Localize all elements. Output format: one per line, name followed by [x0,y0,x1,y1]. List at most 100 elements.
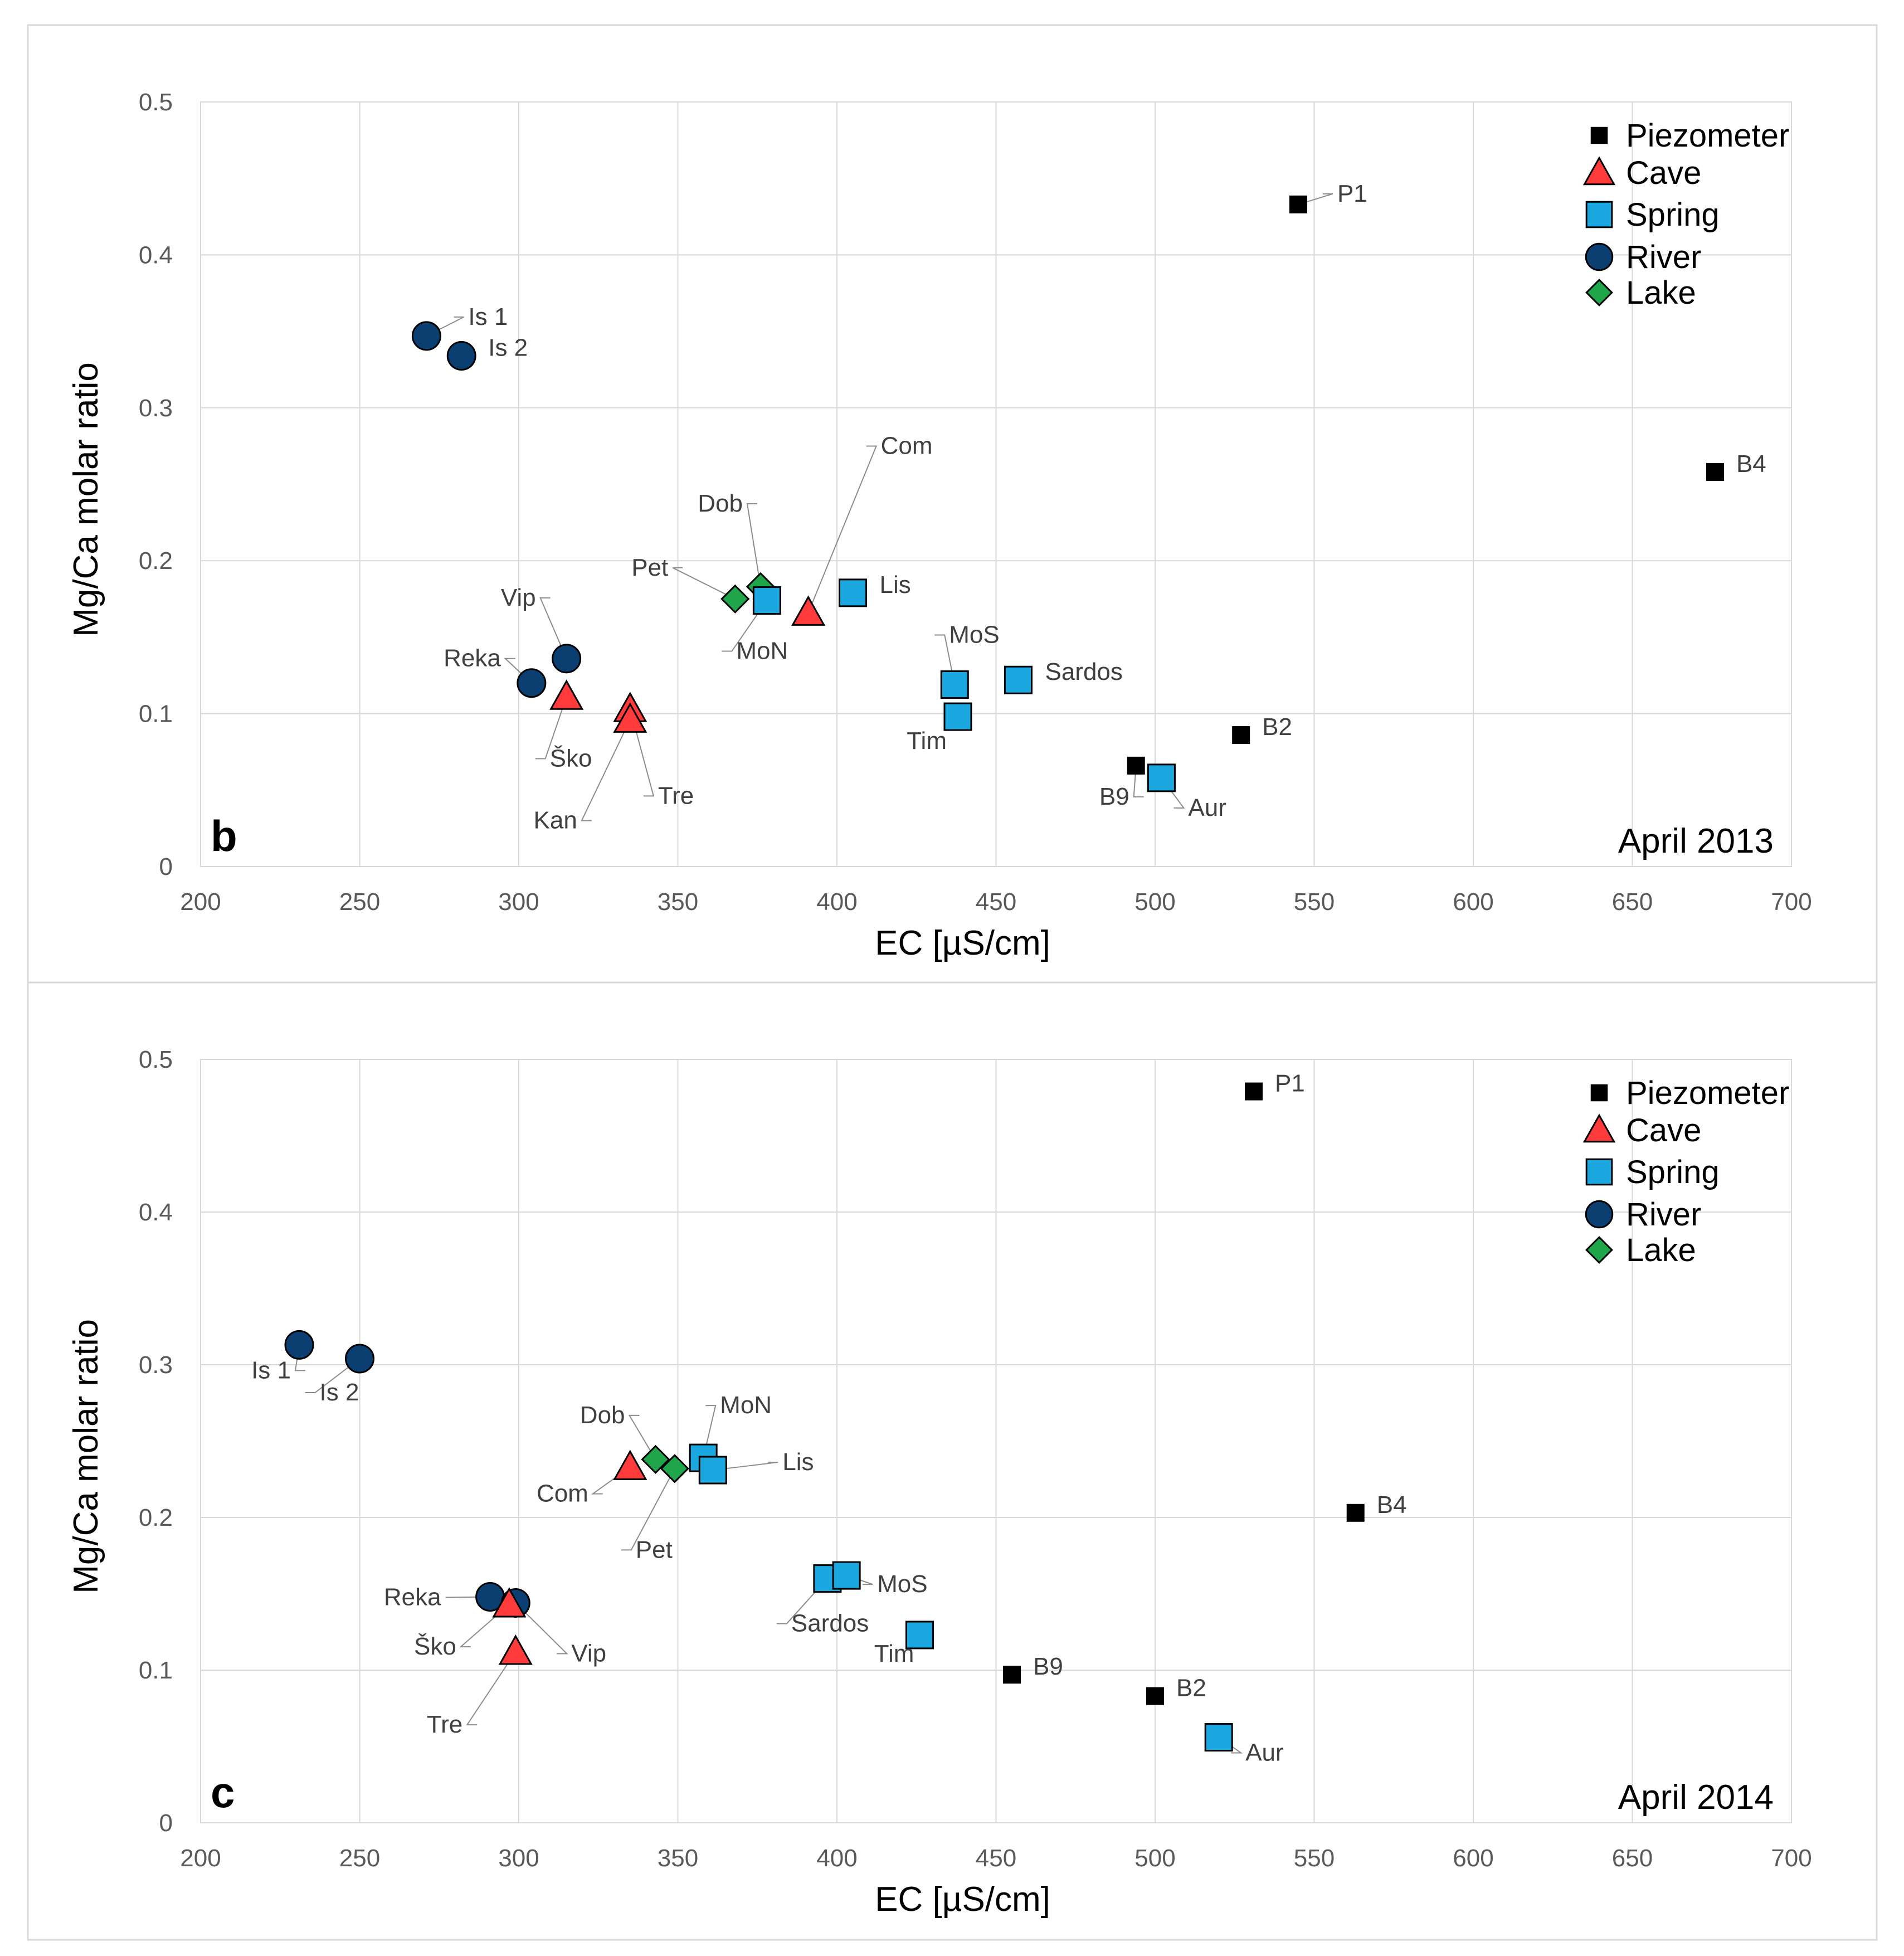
panel-letter: c [211,1768,235,1817]
panel-frame [27,981,1878,1941]
series-spring: MoN Lis Sardos MoS Tim Aur [689,1391,1284,1767]
x-tick-label: 500 [1134,1845,1175,1872]
legend-marker-river [1585,1200,1614,1229]
label-mon: MoN [736,638,788,665]
point-sko [492,1587,527,1618]
date-label: April 2014 [1618,1778,1774,1817]
label-p1: P1 [1275,1070,1305,1097]
legend-label: Lake [1626,275,1696,311]
y-axis-title: Mg/Ca molar ratio [67,362,105,637]
panel-c: 200 250 300 350 400 450 500 550 600 650 700 0 0.1 0.2… [27,981,1878,1941]
x-tick-label: 250 [339,888,380,916]
legend-item-piezometer: Piezometer [1590,118,1789,154]
point-reka [517,668,547,698]
label-reka: Reka [384,1583,441,1610]
point-mos [940,670,969,699]
leader-line [934,634,956,685]
point-b4 [1346,1504,1365,1522]
x-tick-label: 400 [816,888,857,916]
x-tick-label: 350 [658,888,698,916]
leader-line [1298,193,1333,205]
point-sko [549,679,584,710]
label-com: Com [537,1480,588,1507]
legend-item-river: River [1585,1196,1701,1233]
leader-line [466,1651,517,1726]
label-is-1: Is 1 [468,303,508,330]
leader-line [535,697,567,760]
x-tick-label: 650 [1612,888,1653,916]
legend-item-cave: Cave [1582,155,1701,191]
x-tick-label: 550 [1294,888,1335,916]
x-tick-label: 300 [498,888,539,916]
label-b2: B2 [1262,713,1292,741]
point-tim [943,702,972,731]
point-mon [752,586,781,615]
y-tick-label: 0.5 [139,89,173,116]
x-tick-label: 250 [339,1845,380,1872]
y-axis-title: Mg/Ca molar ratio [67,1319,105,1594]
point-tre [498,1634,533,1665]
y-tick-label: 0.4 [139,241,173,269]
label-b2: B2 [1176,1675,1206,1702]
label-kan: Kan [534,807,577,834]
point-vip [552,644,582,674]
legend-item-river: River [1585,239,1701,275]
label-tim: Tim [907,727,947,755]
label-b4: B4 [1377,1491,1407,1519]
legend-marker-cave [1582,156,1616,186]
label-aur: Aur [1188,794,1226,821]
y-tick-label: 0.1 [139,700,173,728]
series-piezometer: P1 B4 B2 B9 [1099,180,1766,810]
point-b2 [1146,1687,1164,1705]
leader-line [672,567,736,600]
label-pet: Pet [636,1536,673,1563]
label-aur: Aur [1245,1739,1283,1767]
label-sko: Ško [550,744,592,772]
legend-marker-spring [1585,201,1613,228]
leader-line [305,1358,361,1394]
legend-label: Cave [1626,155,1701,191]
x-tick-label: 450 [976,888,1016,916]
label-vip: Vip [501,584,536,611]
label-b4: B4 [1736,450,1766,478]
point-is-2 [345,1344,374,1374]
series-river: Is 1 Is 2 Reka Vip [251,1330,606,1667]
y-tick-label: 0.2 [139,547,173,575]
label-mos: MoS [877,1570,927,1598]
legend-marker-lake [1585,279,1613,306]
leader-line [539,597,567,659]
label-tre: Tre [427,1711,462,1738]
label-com: Com [881,432,933,459]
leader-line [1133,765,1144,797]
legend-item-lake: Lake [1585,1232,1696,1268]
label-b9: B9 [1099,783,1129,810]
y-tick-label: 0.3 [139,395,173,422]
y-tick-label: 0.2 [139,1504,173,1531]
point-pet [660,1454,689,1483]
point-kan [613,702,647,733]
plot-area [200,1059,1792,1823]
y-tick-label: 0 [159,853,173,880]
legend-marker-lake [1585,1236,1613,1264]
x-tick-label: 200 [180,888,221,916]
y-tick-label: 0 [159,1809,173,1837]
point-pet [720,584,750,614]
panel-letter: b [211,811,237,860]
x-tick-label: 600 [1453,888,1493,916]
label-dob: Dob [698,490,743,517]
y-tick-label: 0.1 [139,1657,173,1684]
x-axis-title: EC [µS/cm] [875,924,1050,962]
point-lis [698,1456,727,1485]
legend-label: Piezometer [1626,118,1789,154]
label-mon: MoN [720,1391,772,1419]
leader-line [621,1468,675,1551]
label-is-1: Is 1 [251,1356,291,1384]
point-tim [905,1621,934,1650]
point-aur [1204,1723,1233,1752]
leader-line [703,1405,717,1458]
leader-line [459,1604,510,1648]
x-tick-label: 450 [976,1845,1016,1872]
label-mos: MoS [949,621,999,648]
leader-line [722,600,768,652]
